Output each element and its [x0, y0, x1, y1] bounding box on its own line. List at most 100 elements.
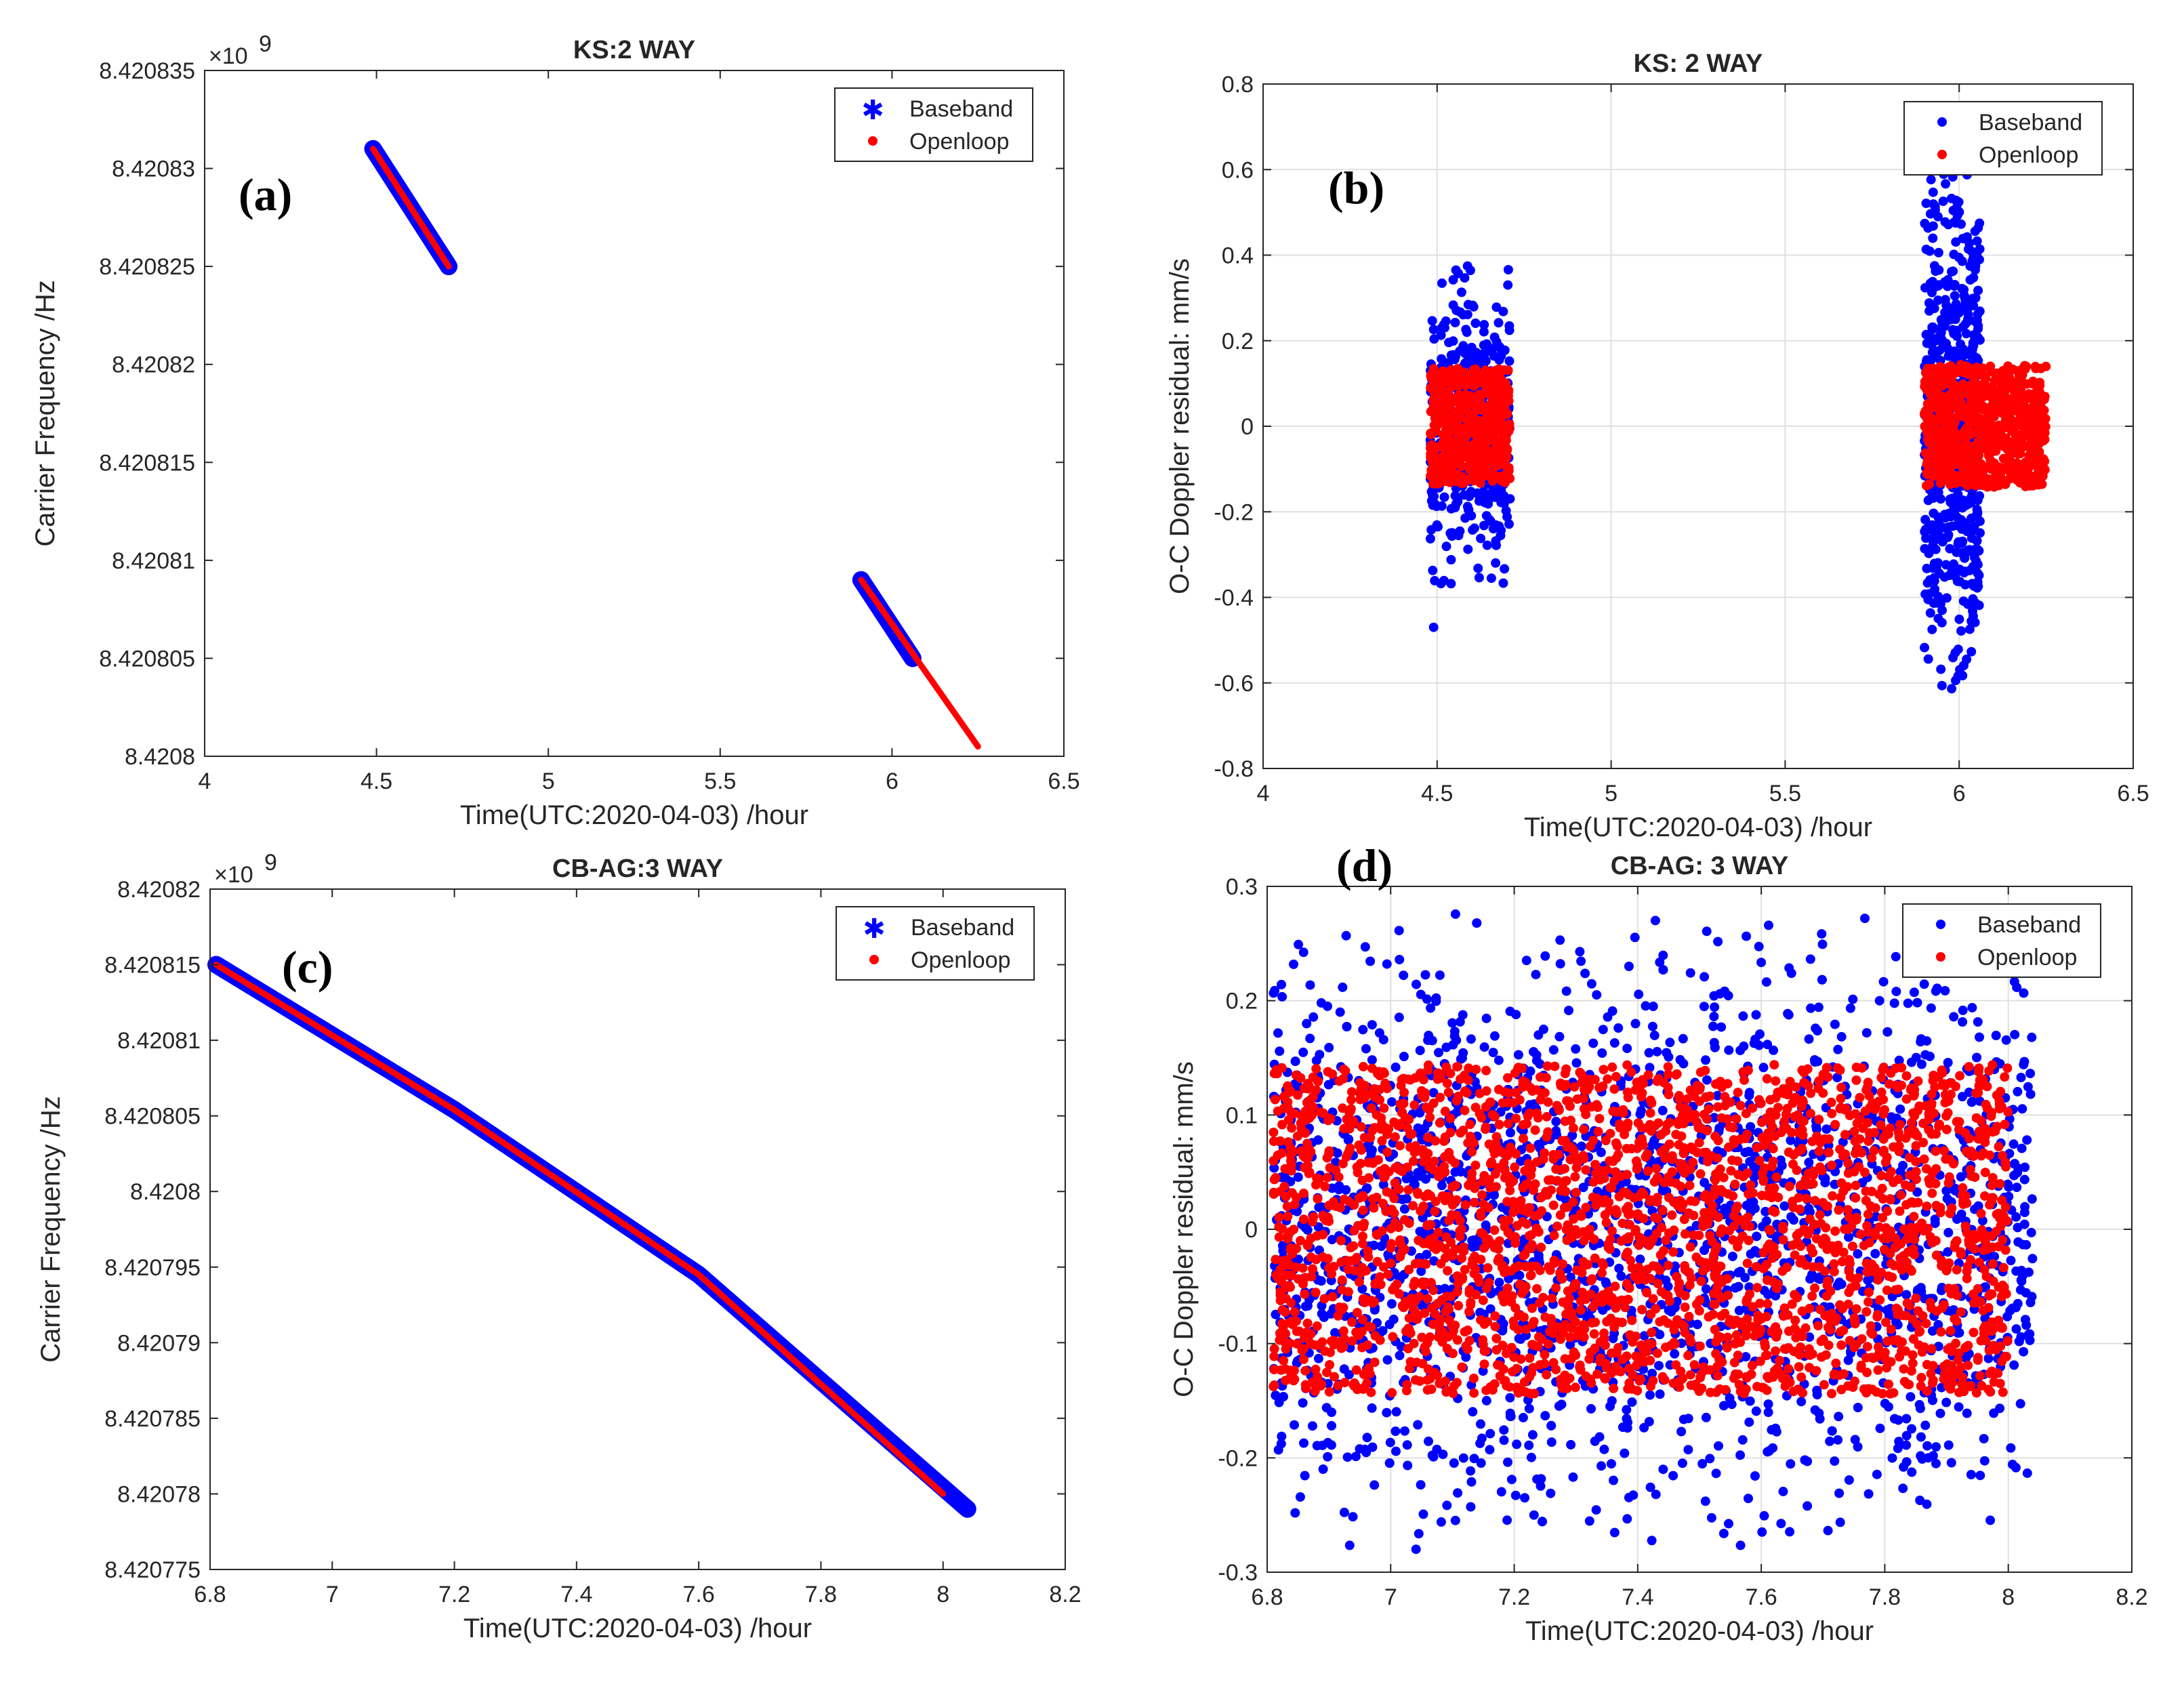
legend-label: Openloop [909, 129, 1009, 155]
openloop-point [1948, 471, 1958, 481]
baseband-point [1928, 187, 1938, 197]
baseband-point [1505, 1393, 1515, 1403]
baseband-point [1651, 1490, 1661, 1500]
openloop-point [1312, 1321, 1322, 1331]
baseband-point [1943, 1227, 1954, 1237]
baseband-point [1290, 1508, 1300, 1518]
baseband-point [1382, 1355, 1393, 1365]
baseband-point [1455, 526, 1465, 536]
exponent-label: ×10 [209, 43, 248, 69]
baseband-point [1655, 1389, 1665, 1399]
baseband-point [1500, 564, 1510, 574]
openloop-point [1457, 461, 1467, 472]
baseband-point [2022, 1135, 2032, 1145]
baseband-point [1504, 519, 1514, 529]
baseband-point [1644, 1416, 1654, 1426]
baseband-point [1503, 280, 1513, 290]
baseband-point [1384, 1458, 1395, 1468]
baseband-point [1678, 1033, 1688, 1044]
openloop-point [1964, 1062, 1974, 1072]
chart-title: KS:2 WAY [573, 36, 695, 64]
baseband-point [1814, 1408, 1824, 1418]
legend-label: Baseband [1979, 110, 2082, 136]
baseband-point [1685, 968, 1695, 978]
baseband-point [2017, 1265, 2027, 1275]
openloop-point [1460, 432, 1470, 442]
baseband-point [1872, 1469, 1882, 1479]
x-tick-label: 5 [542, 768, 555, 794]
baseband-point [1783, 1008, 1793, 1019]
baseband-point [1394, 1012, 1404, 1023]
baseband-point [1683, 1445, 1693, 1455]
baseband-point [1962, 1408, 1972, 1418]
baseband-point [1390, 1062, 1401, 1072]
y-tick-label: 8.42082 [117, 877, 201, 903]
baseband-point [1875, 1423, 1885, 1433]
baseband-point [1895, 1104, 1905, 1114]
baseband-point [2013, 1086, 2023, 1096]
baseband-point [1432, 520, 1442, 530]
baseband-point [1705, 1454, 1715, 1464]
baseband-point [1973, 1017, 1983, 1027]
baseband-point [1975, 491, 1985, 501]
baseband-point [1506, 1475, 1517, 1485]
y-tick-label: -0.4 [1214, 586, 1254, 611]
openloop-point [1947, 391, 1957, 401]
openloop-point [1971, 404, 1980, 414]
baseband-point [1963, 599, 1973, 609]
y-tick-label: 8.42081 [112, 548, 195, 574]
baseband-point [1861, 1028, 1872, 1038]
openloop-point [1490, 382, 1500, 392]
openloop-point [1941, 399, 1951, 409]
baseband-point [1488, 1048, 1498, 1058]
baseband-point [1466, 1466, 1476, 1476]
baseband-point [1718, 1401, 1729, 1411]
baseband-point [1927, 324, 1937, 334]
baseband-point [1503, 1457, 1512, 1467]
y-tick-label: 8.420805 [104, 1104, 201, 1130]
baseband-point [1463, 544, 1473, 554]
baseband-point [1763, 1408, 1773, 1418]
baseband-point [1505, 1006, 1515, 1016]
baseband-point [1466, 1502, 1476, 1512]
baseband-point [1956, 499, 1966, 510]
baseband-point [1391, 1407, 1401, 1417]
baseband-point [1391, 1446, 1401, 1456]
openloop-point [1956, 382, 1966, 392]
baseband-point [1928, 1451, 1938, 1461]
baseband-point [2019, 1219, 2030, 1229]
baseband-point [1460, 348, 1470, 358]
baseband-point [1323, 1437, 1333, 1447]
baseband-point [1650, 916, 1660, 926]
baseband-point [1677, 1458, 1687, 1469]
baseband-point [1802, 1501, 1813, 1511]
baseband-point [1429, 491, 1439, 501]
baseband-point [1972, 536, 1982, 546]
baseband-point [1923, 654, 1933, 664]
baseband-point [1676, 1426, 1687, 1437]
baseband-point [1360, 942, 1370, 952]
openloop-point [1451, 409, 1462, 419]
panel-a-carrier-frequency-ks: 4 4.5 5 5.5 6 6.58.42088.4208058.420818.42081… [30, 31, 1080, 830]
openloop-point [1455, 371, 1465, 382]
baseband-point [1463, 505, 1473, 515]
baseband-point [1449, 1026, 1460, 1036]
baseband-point [2021, 1320, 2032, 1330]
baseband-point [1706, 1513, 1716, 1523]
baseband-point [1403, 1460, 1413, 1471]
openloop-point [1426, 440, 1437, 450]
baseband-point [1741, 1352, 1751, 1362]
openloop-point [1474, 416, 1484, 426]
baseband-point [1628, 1490, 1639, 1500]
baseband-point [2008, 1460, 2017, 1469]
baseband-point [1916, 1451, 1926, 1461]
baseband-point [1943, 274, 1953, 285]
baseband-point [1952, 325, 1962, 335]
baseband-point [1290, 1056, 1300, 1067]
baseband-point [1654, 1361, 1664, 1371]
exponent-power: 9 [264, 850, 277, 876]
openloop-point [1464, 377, 1474, 388]
baseband-point [1969, 300, 1979, 310]
baseband-point [1446, 579, 1456, 589]
openloop-point [2023, 422, 2033, 432]
